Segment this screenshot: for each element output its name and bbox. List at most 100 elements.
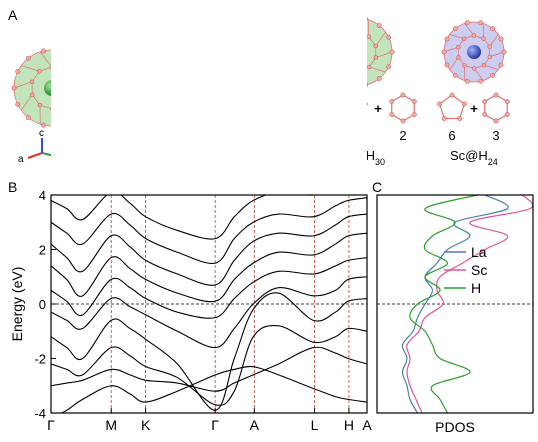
h-atom <box>455 44 461 50</box>
pdos-line-la <box>401 194 509 414</box>
h-atom <box>471 66 477 71</box>
band-ylabel: Energy (eV) <box>9 267 25 342</box>
la-cage-bond <box>13 81 33 89</box>
h-atom <box>478 78 484 84</box>
h-atom <box>504 99 510 104</box>
ytick-label: 0 <box>39 297 46 312</box>
h-atom <box>15 102 21 107</box>
h-atom <box>444 62 450 68</box>
h-atom <box>482 112 488 117</box>
band-line-3 <box>50 325 368 406</box>
sc-cage-isolated-bond <box>489 51 505 58</box>
la-cage-isolated-bond <box>369 66 386 73</box>
kpoint-label: M <box>105 417 117 433</box>
pdos-panel: PDOS La Sc H <box>376 194 534 435</box>
sc-ring-6-edge <box>484 94 508 122</box>
band-line-8 <box>50 213 368 286</box>
h-atom <box>15 69 21 74</box>
h-atom <box>29 92 35 97</box>
h-atom <box>462 63 467 68</box>
band-kpoint-lines <box>110 195 350 413</box>
band-line-7 <box>50 232 368 303</box>
h-atom <box>441 49 447 55</box>
pdos-legend: La Sc H <box>444 244 487 296</box>
band-line-5 <box>50 276 368 349</box>
la-cage-label-sub: 30 <box>375 157 385 167</box>
h-atom <box>373 43 378 49</box>
sc-cage-isolated-bond <box>489 34 499 47</box>
h-atom <box>373 55 379 60</box>
h-atom <box>437 101 443 107</box>
h-atom <box>452 26 458 31</box>
h-atom <box>478 20 484 26</box>
pdos-line-sc <box>406 194 534 414</box>
la-cage-bond <box>39 51 52 68</box>
h-atom <box>25 55 31 61</box>
h-atom <box>449 92 455 98</box>
h-atom <box>389 112 395 117</box>
band-lines <box>50 0 368 442</box>
h-atom <box>386 34 392 40</box>
la-cage-bond <box>20 94 33 111</box>
h-atom <box>11 85 17 91</box>
la-ring-count: 2 <box>399 128 406 143</box>
band-clip-bottom <box>51 413 367 442</box>
h-atom <box>25 115 31 121</box>
sc-cage-isolated-bond <box>449 34 465 40</box>
axis-c-label: c <box>39 128 44 139</box>
h-atom <box>41 48 46 54</box>
sc-cage-isolated-bond <box>449 57 459 70</box>
sc-cage-isolated-bond <box>483 64 499 70</box>
la-cage-isolated-bond <box>375 31 386 47</box>
h-atom <box>501 49 507 55</box>
sc-ring-5-edge <box>438 94 466 120</box>
h-atom <box>400 92 406 98</box>
panel-label-a: A <box>8 7 18 23</box>
sc-cage-isolated-bond <box>464 23 475 36</box>
h-atom <box>482 99 488 104</box>
h-atom <box>400 118 406 124</box>
h-atom <box>461 101 467 107</box>
pdos-xlabel: PDOS <box>435 419 475 435</box>
ytick-label: -2 <box>34 352 46 367</box>
h-atom <box>493 92 499 98</box>
band-line-4 <box>50 292 368 411</box>
kpoint-label: K <box>141 417 151 433</box>
kpoint-label: A <box>250 417 260 433</box>
ytick-label: 4 <box>39 188 46 203</box>
h-atom <box>386 64 392 70</box>
h-atom <box>471 33 477 38</box>
h-atom <box>376 76 382 82</box>
h-atom <box>456 55 461 60</box>
legend-label-sc: Sc <box>471 262 487 278</box>
plus-sign: + <box>470 101 478 116</box>
band-line-1 <box>50 365 368 419</box>
h-atom <box>487 44 492 49</box>
band-line-2 <box>50 346 368 392</box>
band-line-9 <box>50 197 368 265</box>
h-atom <box>389 49 395 55</box>
h-atom <box>461 36 467 42</box>
legend-label-h: H <box>471 280 481 296</box>
h-atom <box>411 112 417 117</box>
h-atom <box>376 22 382 28</box>
ytick-label: 2 <box>39 243 46 258</box>
h-atom <box>490 26 496 31</box>
sc-ring-count: 3 <box>492 128 499 143</box>
sc-cage-label: Sc@H24 <box>450 148 498 167</box>
h-atom <box>493 118 499 124</box>
axis-a-label: a <box>18 154 24 165</box>
band-frame <box>50 194 368 414</box>
sc-cage-isolated <box>441 20 507 84</box>
h-atom <box>504 112 510 117</box>
kpoint-label: L <box>311 417 319 433</box>
h-atom <box>389 99 395 104</box>
h-atom <box>498 62 504 68</box>
la-cage-isolated-bond <box>375 51 393 58</box>
plus-sign: + <box>374 101 382 116</box>
sc-cage-isolated-bond <box>443 46 459 53</box>
pdos-line-h <box>409 194 478 414</box>
h-atom <box>41 122 46 128</box>
